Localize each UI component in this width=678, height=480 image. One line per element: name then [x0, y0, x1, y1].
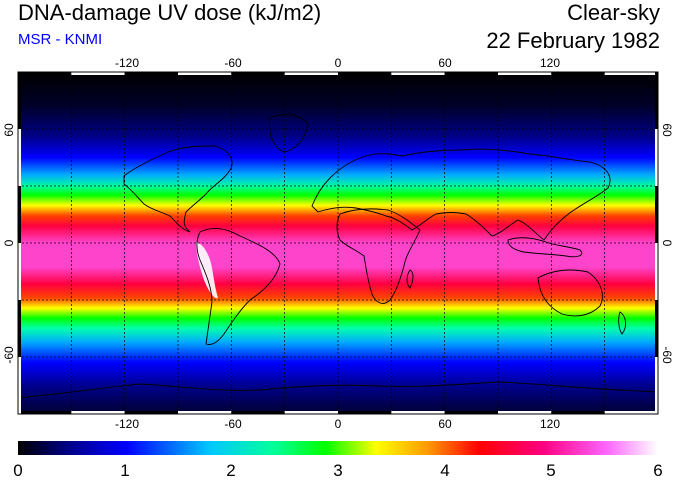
- lat-tick-right-0: 0: [660, 240, 674, 247]
- lon-tick-bottom-minus60: -60: [224, 417, 242, 431]
- coastline-new-zealand: [618, 311, 627, 335]
- colorbar-label-3: 3: [333, 461, 342, 480]
- coastline-madagascar: [406, 269, 414, 289]
- frame-band: [18, 72, 72, 75]
- lat-tick-left-0: 0: [2, 239, 16, 246]
- lon-tick-bottom-0: 0: [335, 417, 342, 431]
- coastline-north-america: [123, 145, 233, 233]
- coastline-europe-asia: [311, 148, 611, 241]
- coastline-maritime-continent: [507, 237, 583, 258]
- lon-tick-bottom-minus120: -120: [115, 417, 139, 431]
- colorbar-label-2: 2: [226, 461, 235, 480]
- frame-band: [551, 411, 605, 414]
- colorbar-label-1: 1: [120, 461, 129, 480]
- frame-band: [284, 411, 338, 414]
- lon-ticks-top: -120 -60 0 60 120: [115, 56, 560, 70]
- frame-band: [18, 357, 21, 414]
- lat-ticks-left: 60 0 -60: [2, 123, 16, 364]
- map-title: DNA-damage UV dose (kJ/m2): [18, 0, 322, 25]
- coastline-antarctica: [18, 381, 658, 414]
- frame-band: [18, 300, 21, 357]
- lon-tick-bottom-60: 60: [438, 417, 452, 431]
- frame-band: [655, 300, 658, 357]
- frame-band: [231, 411, 285, 414]
- data-source-label: MSR - KNMI: [18, 31, 103, 48]
- lat-ticks-right: 60 0 -60: [660, 123, 674, 364]
- colorbar-label-5: 5: [546, 461, 555, 480]
- frame-band: [284, 72, 338, 75]
- lon-tick-top-60: 60: [438, 56, 452, 70]
- frame-band: [444, 411, 498, 414]
- lat-tick-left-minus60: -60: [2, 346, 16, 364]
- lon-tick-top-minus60: -60: [224, 56, 242, 70]
- frame-band: [71, 72, 125, 75]
- graticule: [18, 72, 658, 414]
- colorbar-label-0: 0: [13, 461, 22, 480]
- frame-band: [498, 72, 552, 75]
- frame-band: [498, 411, 552, 414]
- frame-band: [124, 72, 178, 75]
- frame-band: [338, 72, 392, 75]
- frame-band: [231, 72, 285, 75]
- andes-high-uv-region: [196, 242, 218, 299]
- lat-tick-right-60: 60: [660, 123, 674, 137]
- sky-condition-label: Clear-sky: [567, 0, 660, 25]
- date-label: 22 February 1982: [486, 28, 660, 53]
- frame-band: [18, 411, 72, 414]
- lon-tick-top-120: 120: [540, 56, 560, 70]
- colorbar-label-4: 4: [440, 461, 449, 480]
- tick-marks: [18, 72, 658, 414]
- frame-band: [178, 72, 232, 75]
- colorbar-label-6: 6: [653, 461, 662, 480]
- frame-band: [655, 129, 658, 186]
- coastlines: [18, 114, 658, 414]
- frame-band: [655, 186, 658, 243]
- frame-band: [18, 72, 21, 129]
- colorbar-gradient-bar: [18, 441, 658, 455]
- frame-band: [391, 411, 445, 414]
- colorbar: 0 1 2 3 4 5 6: [13, 441, 663, 480]
- frame-band: [338, 411, 392, 414]
- lon-tick-top-0: 0: [335, 56, 342, 70]
- frame-band: [18, 186, 21, 243]
- coastline-greenland: [269, 114, 309, 153]
- lon-ticks-bottom: -120 -60 0 60 120: [115, 417, 560, 431]
- map-frame: [17, 71, 659, 415]
- frame-band: [178, 411, 232, 414]
- frame-band: [655, 72, 658, 129]
- frame-band: [551, 72, 605, 75]
- frame-band: [655, 357, 658, 414]
- lon-tick-bottom-120: 120: [540, 417, 560, 431]
- frame-band: [655, 243, 658, 300]
- frame-band: [604, 411, 658, 414]
- frame-band: [391, 72, 445, 75]
- lat-tick-right-minus60: -60: [660, 346, 674, 364]
- frame-band: [124, 411, 178, 414]
- frame-band: [18, 243, 21, 300]
- frame-band: [604, 72, 658, 75]
- frame-band: [444, 72, 498, 75]
- lat-tick-left-60: 60: [2, 123, 16, 137]
- lon-tick-top-minus120: -120: [115, 56, 139, 70]
- frame-band: [71, 411, 125, 414]
- frame-band: [18, 129, 21, 186]
- coastline-australia: [537, 269, 603, 317]
